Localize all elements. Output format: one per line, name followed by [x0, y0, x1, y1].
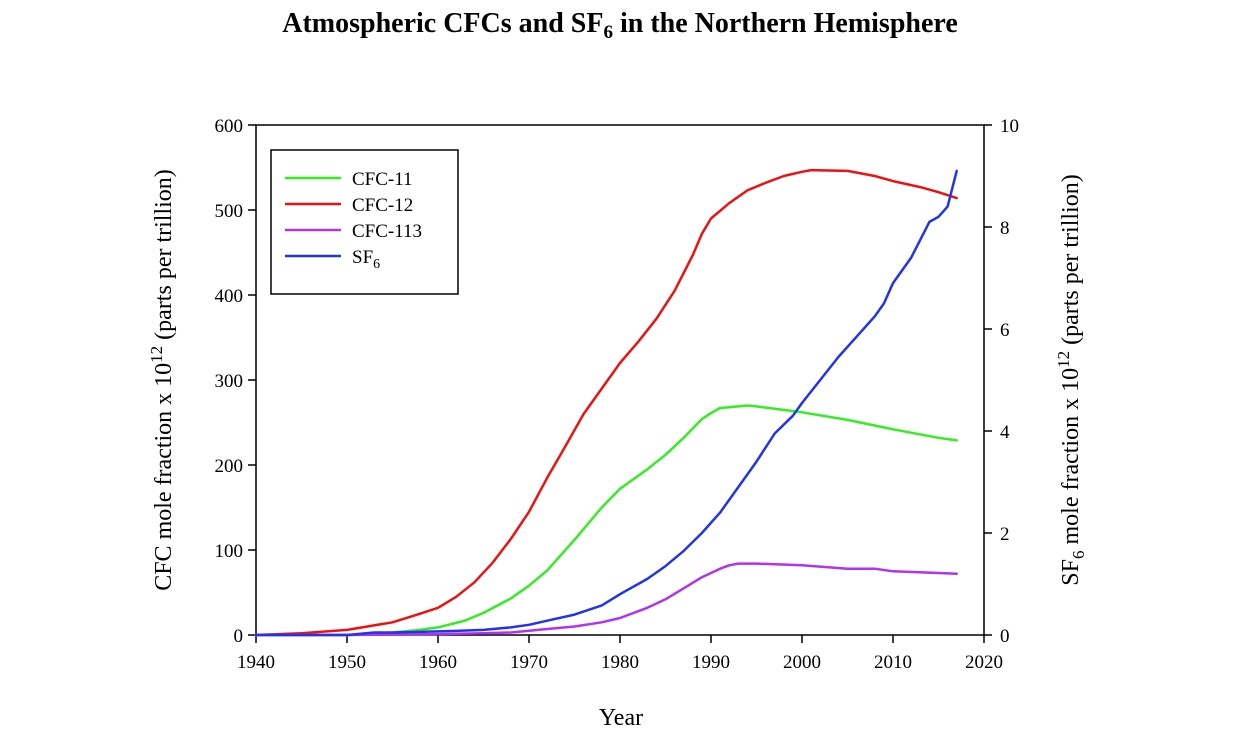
x-tick-label: 2020 [965, 652, 1003, 673]
y2-tick-label: 6 [1000, 320, 1010, 341]
x-tick-label: 1940 [237, 652, 275, 673]
series-line-sf6 [254, 169, 958, 637]
y-tick-label: 400 [215, 286, 244, 307]
x-tick-label: 2010 [874, 652, 912, 673]
x-tick-label: 1950 [328, 652, 366, 673]
x-tick-label: 1970 [510, 652, 548, 673]
series-line-cfc-113 [254, 562, 958, 637]
legend-label-sf6: SF6 [352, 247, 380, 272]
chart-title-subscript: 6 [603, 22, 613, 43]
legend-label-main: CFC-11 [352, 169, 413, 190]
y-tick-label: 200 [215, 456, 244, 477]
y-axis-title-superscript: 12 [147, 346, 166, 363]
y-tick-label: 0 [234, 626, 244, 647]
legend-label-subscript: 6 [373, 257, 380, 272]
y2-axis-title-tail: (parts per trillion) [1058, 174, 1084, 351]
y2-axis-title-main: SF [1058, 559, 1084, 586]
y-axis-title: CFC mole fraction x 1012 (parts per tril… [147, 169, 177, 591]
y2-axis-title: SF6 mole fraction x 1012 (parts per tril… [1054, 174, 1088, 585]
series-line-cfc-12 [254, 168, 958, 637]
y2-tick-label: 0 [1000, 626, 1010, 647]
legend-label-main: CFC-12 [352, 195, 413, 216]
y2-tick-label: 8 [1000, 218, 1010, 239]
y2-tick-label: 2 [1000, 524, 1010, 545]
y-axis-ticks: 0 100 200 300 400 500 600 [215, 116, 256, 647]
legend-label-main: CFC-113 [352, 221, 422, 242]
y-axis-title-main: CFC mole fraction x 10 [151, 363, 177, 591]
chart-title-tail: in the Northern Hemisphere [612, 8, 958, 39]
x-axis-ticks: 1940 1950 1960 1970 1980 1990 2000 2010 2020 [237, 635, 1003, 673]
x-tick-label: 1960 [419, 652, 457, 673]
y2-axis-ticks: 0 2 4 6 8 10 [984, 116, 1019, 647]
legend-label-cfc-113: CFC-113 [352, 221, 422, 242]
legend-label-cfc-11: CFC-11 [352, 169, 413, 190]
chart-title: Atmospheric CFCs and SF6 in the Northern… [0, 8, 1240, 44]
x-tick-label: 1980 [601, 652, 639, 673]
series-line-cfc-11 [254, 404, 958, 637]
chart-title-main: Atmospheric CFCs and SF [282, 8, 604, 39]
y2-tick-label: 4 [1000, 422, 1010, 443]
y2-tick-label: 10 [1000, 116, 1019, 137]
y-axis-title-tail: (parts per trillion) [151, 169, 177, 346]
y-tick-label: 100 [215, 541, 244, 562]
y-tick-label: 600 [215, 116, 244, 137]
y2-axis-title-mid: mole fraction x 10 [1058, 368, 1084, 551]
x-tick-label: 1990 [692, 652, 730, 673]
legend-box [270, 149, 459, 295]
series-lines [254, 168, 958, 637]
y2-axis-title-subscript: 6 [1069, 551, 1088, 560]
legend: CFC-11 CFC-12 CFC-113 SF6 [270, 149, 459, 295]
legend-label-main: SF [352, 247, 373, 268]
y-tick-label: 500 [215, 201, 244, 222]
y-tick-label: 300 [215, 371, 244, 392]
legend-label-cfc-12: CFC-12 [352, 195, 413, 216]
y2-axis-title-superscript: 12 [1054, 351, 1073, 368]
x-tick-label: 2000 [783, 652, 821, 673]
x-axis-title: Year [599, 705, 643, 731]
